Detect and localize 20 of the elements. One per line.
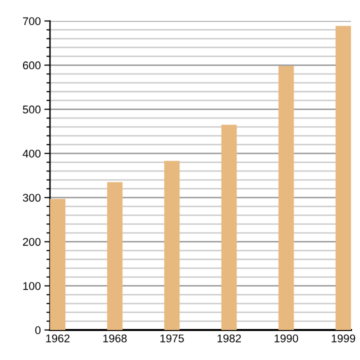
y-tick-label: 300 <box>22 194 41 202</box>
bar <box>50 198 66 330</box>
y-tick-label: 600 <box>23 61 41 70</box>
bar <box>221 124 237 330</box>
y-tick-label: 400 <box>22 150 41 158</box>
y-tick-label: 200 <box>22 238 41 246</box>
y-tick-label: 100 <box>23 282 41 290</box>
x-tick-label: 1962 <box>46 334 70 342</box>
y-tick-label: 500 <box>22 106 41 114</box>
x-tick-label: 1968 <box>103 334 127 342</box>
bar <box>164 160 180 330</box>
x-tick-label: 1999 <box>332 334 356 342</box>
bar <box>278 66 294 330</box>
x-tick-label: 1982 <box>218 334 241 342</box>
y-tick-label: 700 <box>23 17 41 26</box>
y-tick-label: 0 <box>35 326 41 334</box>
x-tick-label: 1975 <box>160 334 184 342</box>
x-tick-label: 1990 <box>274 334 298 342</box>
bar <box>107 182 123 330</box>
bar <box>336 26 351 330</box>
